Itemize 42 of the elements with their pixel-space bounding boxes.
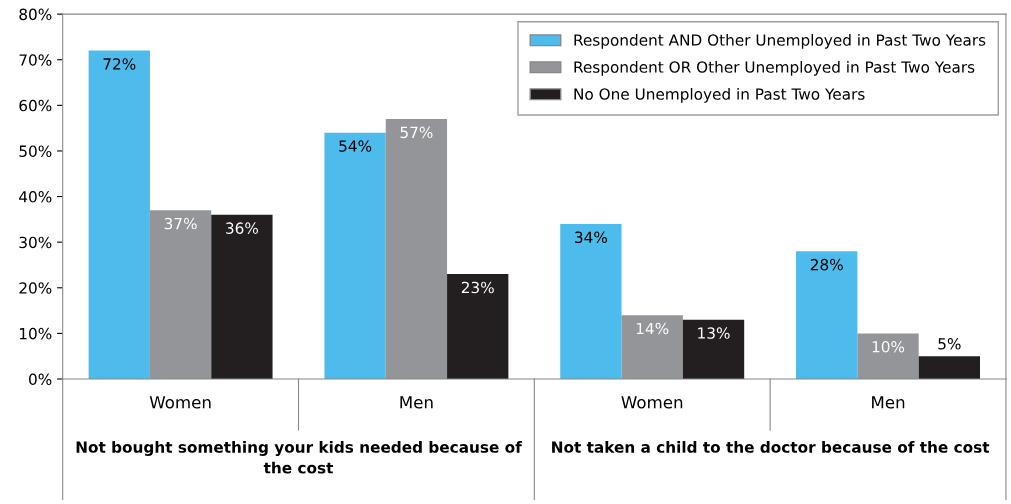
y-tick-label: 10% [19, 327, 52, 340]
bar [385, 119, 448, 380]
text: 34% [575, 231, 608, 244]
y-tick-label: 30% [19, 236, 52, 249]
text: Not bought something your kids needed because of the cost [76, 441, 522, 474]
text: 28% [810, 258, 843, 271]
x-tick-label: Women [621, 396, 683, 409]
text: 57% [400, 126, 433, 139]
bar [211, 214, 273, 380]
bar [149, 210, 212, 380]
text: 54% [339, 140, 372, 152]
y-tick-label: 50% [19, 145, 52, 157]
y-tick-label: 60% [19, 99, 52, 112]
text: 23% [461, 281, 494, 294]
text: 72% [103, 58, 136, 70]
y-tick-label: 0% [29, 373, 52, 386]
x-tick-label: Women [149, 396, 211, 409]
text: 10% [872, 340, 905, 353]
y-tick-label: 80% [19, 8, 52, 21]
x-tick-label: Men [400, 396, 433, 409]
bar [682, 319, 745, 380]
text: 13% [698, 327, 730, 339]
legend-label: Respondent AND Other Unemployed in Past Two Years [574, 33, 986, 49]
y-tick-label: 70% [19, 54, 52, 66]
y-tick-label: 40% [19, 191, 52, 203]
bar [88, 50, 150, 380]
text: 14% [636, 322, 669, 335]
bar [324, 132, 386, 380]
y-tick-label: 20% [19, 282, 52, 294]
bar [918, 356, 981, 380]
legend-label: No One Unemployed in Past Two Years [574, 87, 865, 103]
bar [447, 274, 509, 380]
bar [796, 251, 858, 380]
x-tick-label: Men [872, 396, 905, 409]
bar [560, 223, 622, 380]
bar [857, 333, 919, 380]
legend-label: Respondent OR Other Unemployed in Past Two Years [574, 60, 975, 76]
text: 36% [226, 222, 259, 234]
text: 37% [164, 217, 197, 230]
bar [621, 315, 683, 380]
text: 5% [938, 338, 961, 350]
text: Not taken a child to the doctor because of the cost [552, 441, 990, 453]
